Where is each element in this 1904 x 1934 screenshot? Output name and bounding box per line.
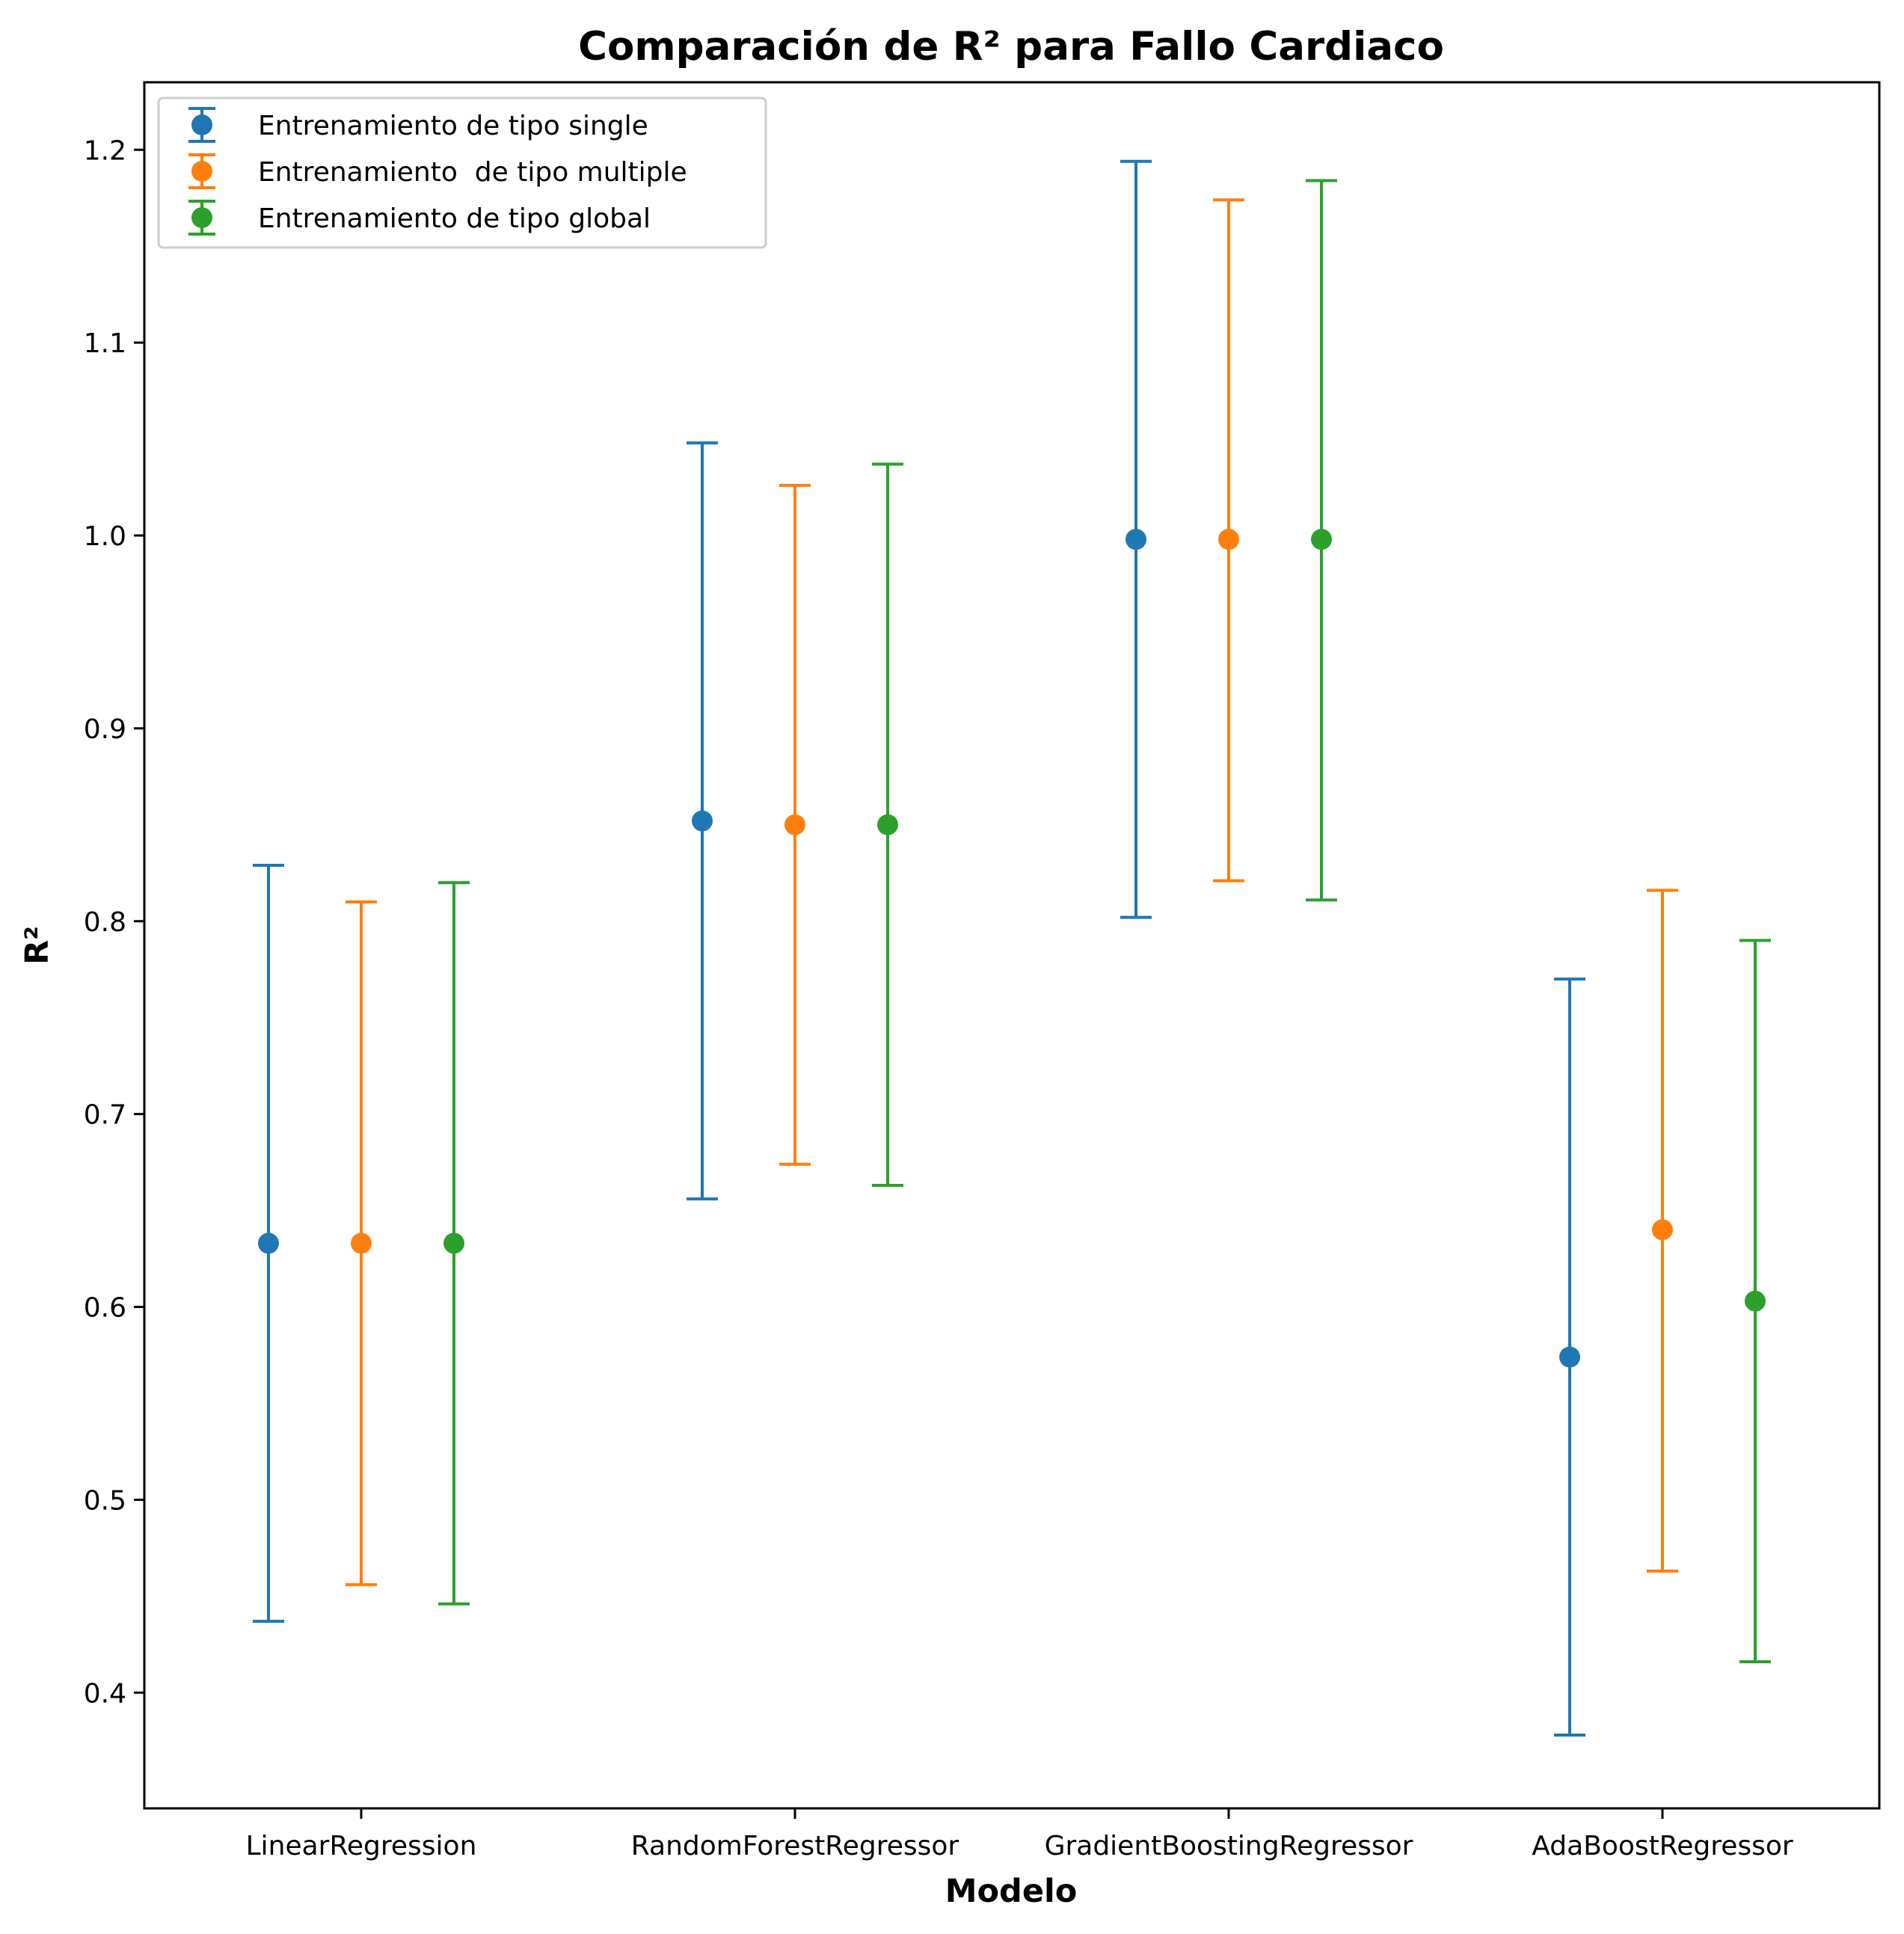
y-tick-label: 0.4 [84,1678,126,1709]
y-axis-label: R² [19,926,56,965]
y-tick-label: 0.5 [84,1485,126,1516]
y-tick-label: 0.8 [84,907,126,938]
x-tick-label: GradientBoostingRegressor [1045,1831,1413,1861]
x-tick-label: AdaBoostRegressor [1532,1831,1793,1861]
legend-marker [191,114,212,135]
x-tick-label: RandomForestRegressor [631,1831,959,1861]
y-tick-label: 0.9 [84,714,126,745]
legend-label: Entrenamiento de tipo global [258,203,651,234]
x-axis-ticks: LinearRegression RandomForestRegressor Gra… [246,1808,1793,1861]
data-point [1311,529,1332,550]
legend-label: Entrenamiento de tipo single [258,111,648,141]
data-point [877,814,898,835]
legend: Entrenamiento de tipo single Entrenamient… [157,96,767,249]
data-point [1559,1346,1580,1368]
y-tick-label: 1.0 [84,521,126,552]
x-axis-label: Modelo [945,1873,1078,1910]
data-point [1125,529,1146,550]
x-tick-label: LinearRegression [246,1831,477,1861]
data-point [1218,529,1239,550]
data-point [258,1232,279,1254]
legend-marker [191,207,212,228]
series-1 [253,159,1585,1737]
data-point [784,814,805,835]
y-tick-label: 1.2 [84,135,126,166]
legend-label: Entrenamiento de tipo multiple [258,157,687,188]
data-point [351,1232,372,1254]
y-axis-ticks: 0.4 0.5 0.6 0.7 0.8 0.9 1.0 1.1 1.2 [84,135,144,1709]
series-3 [438,179,1771,1664]
y-tick-label: 0.6 [84,1293,126,1324]
legend-item: Entrenamiento de tipo single [188,107,648,143]
data-point [1652,1219,1673,1241]
data-point [443,1232,464,1254]
y-tick-label: 1.1 [84,328,126,359]
legend-box [157,96,767,249]
legend-item: Entrenamiento de tipo global [188,200,651,236]
chart-title: Comparación de R² para Fallo Cardiaco [578,24,1444,70]
y-tick-label: 0.7 [84,1100,126,1131]
legend-marker [191,161,212,182]
series-layer [253,159,1771,1737]
plot-frame [143,81,1881,1810]
legend-item: Entrenamiento de tipo multiple [188,153,687,189]
series-2 [346,198,1678,1586]
data-point [1745,1290,1766,1312]
data-point [692,810,713,832]
